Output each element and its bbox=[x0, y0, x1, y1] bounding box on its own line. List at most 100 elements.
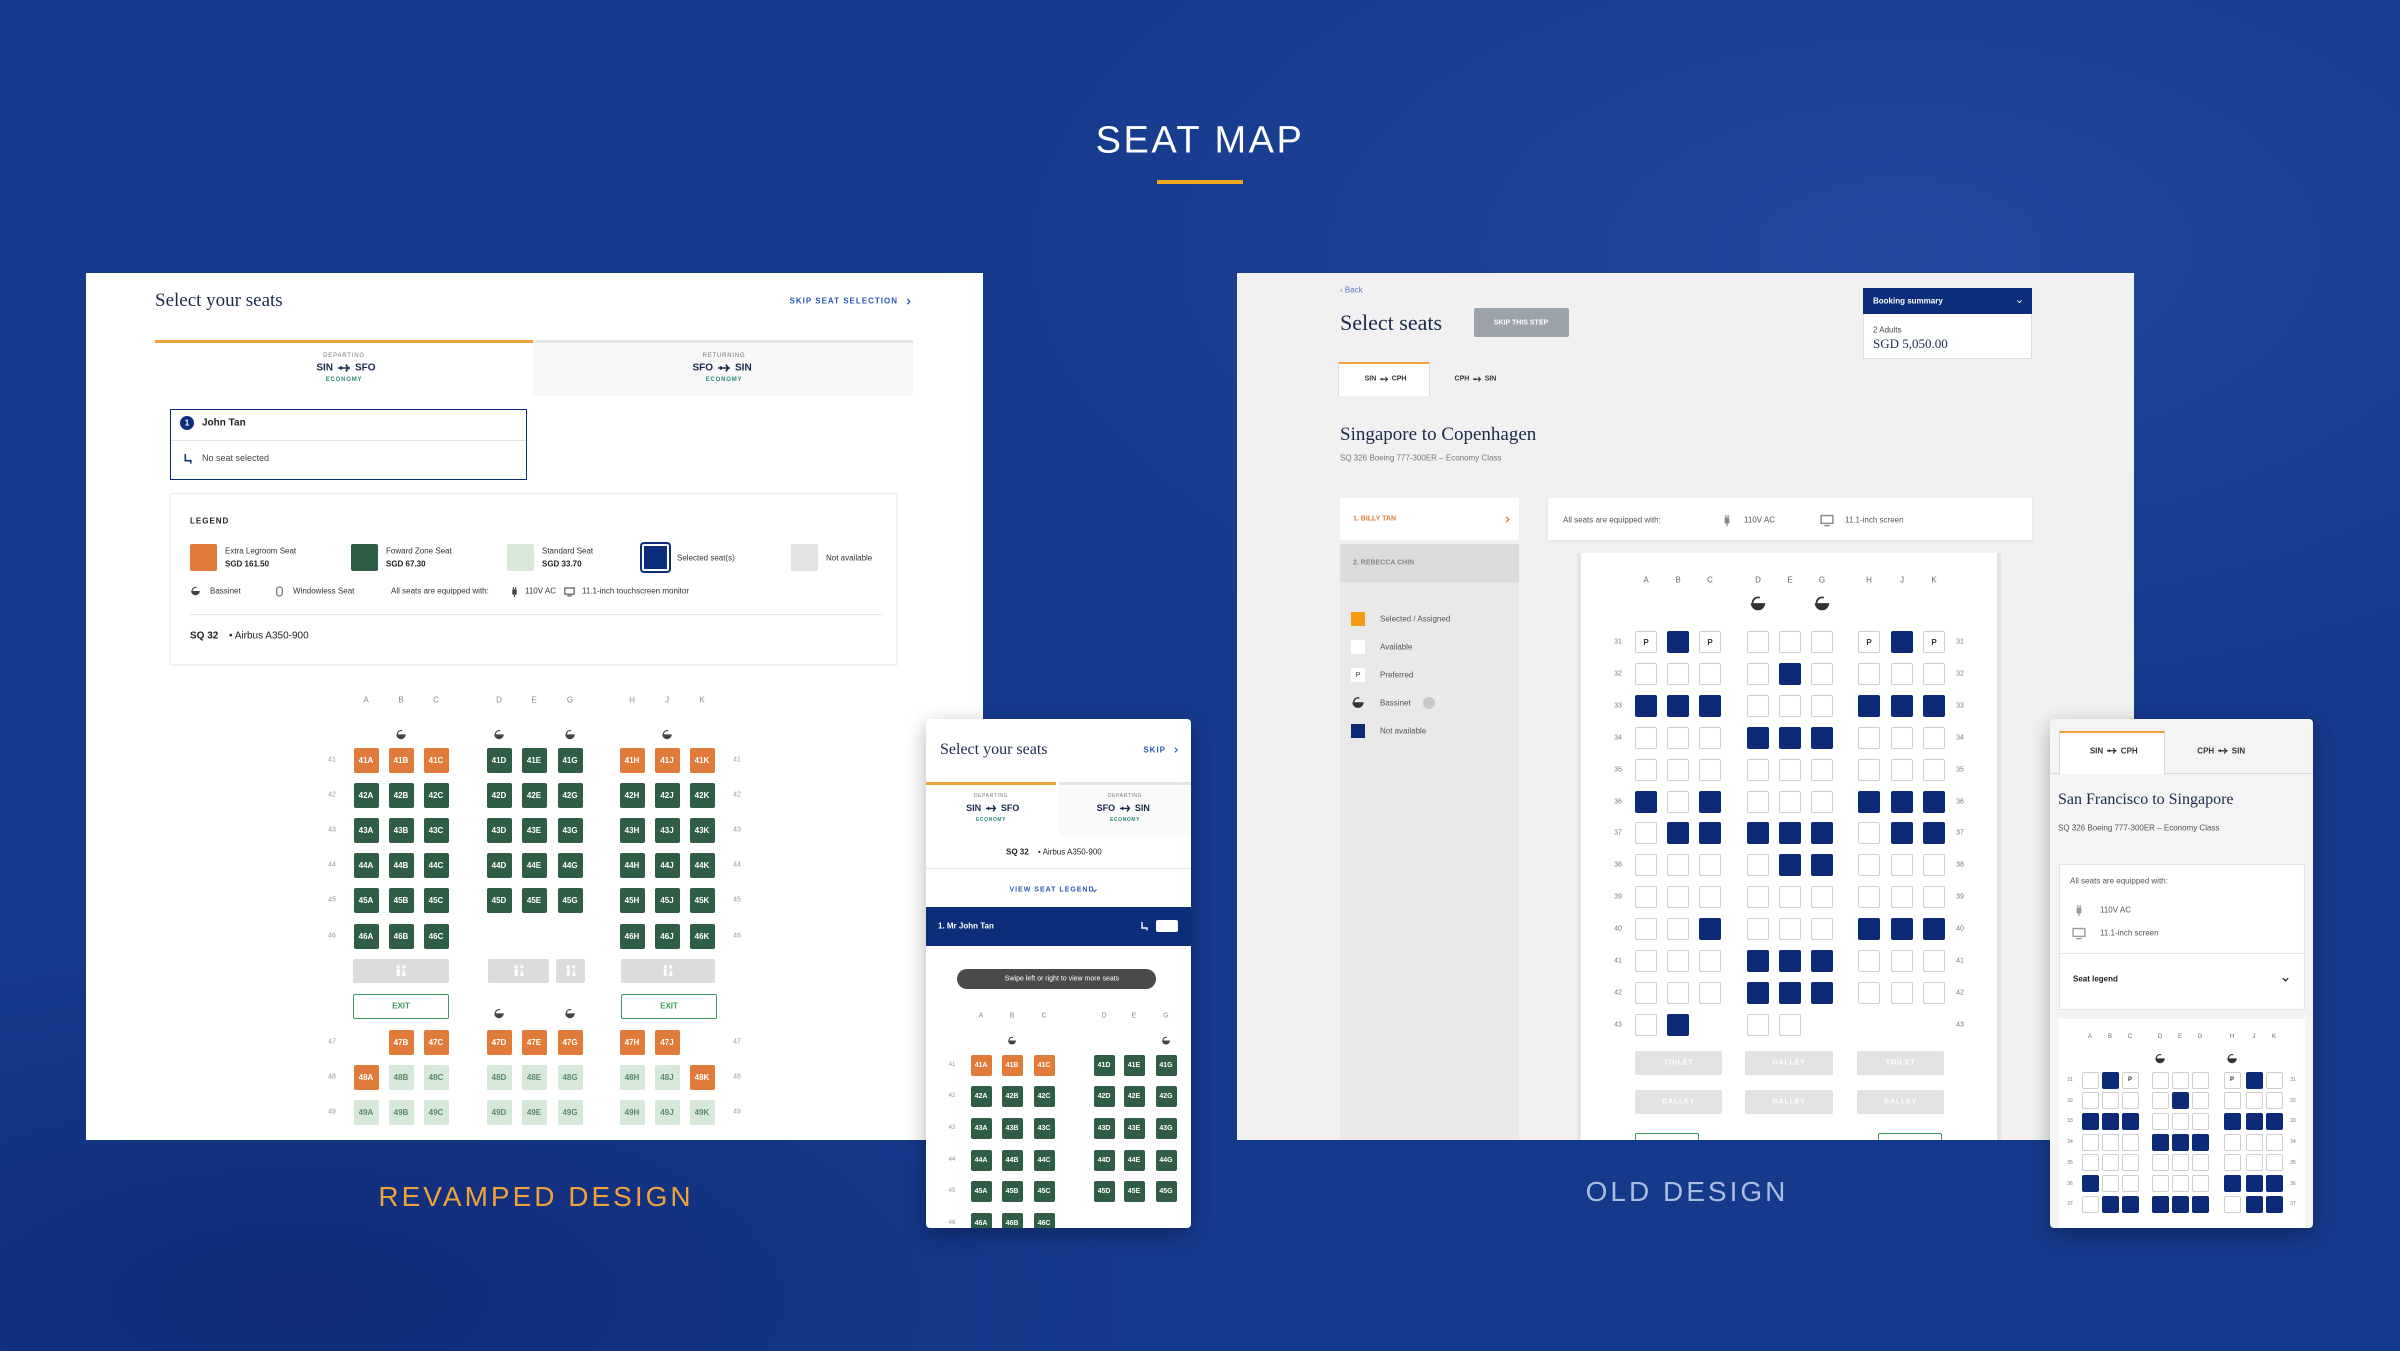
seat[interactable]: 43A bbox=[353, 817, 379, 843]
seat[interactable] bbox=[2171, 1133, 2189, 1151]
seat[interactable]: 43A bbox=[970, 1117, 992, 1139]
seat[interactable] bbox=[2081, 1071, 2099, 1089]
seat[interactable]: 41J bbox=[654, 747, 680, 773]
seat[interactable] bbox=[1635, 694, 1657, 717]
seat[interactable]: 48D bbox=[486, 1064, 512, 1090]
seat[interactable] bbox=[1811, 981, 1833, 1004]
seat[interactable]: 47H bbox=[619, 1029, 645, 1055]
seat[interactable] bbox=[1747, 726, 1769, 749]
seat[interactable] bbox=[1667, 726, 1689, 749]
seat[interactable]: 45C bbox=[423, 887, 449, 913]
seat[interactable]: 42A bbox=[970, 1085, 992, 1107]
seat[interactable] bbox=[2191, 1092, 2209, 1110]
seat[interactable] bbox=[1779, 631, 1801, 653]
seat[interactable] bbox=[2265, 1175, 2283, 1192]
seat[interactable]: 42C bbox=[423, 782, 449, 808]
seat[interactable] bbox=[2223, 1154, 2241, 1172]
seat[interactable]: 42E bbox=[1123, 1085, 1145, 1107]
seat[interactable]: 49A bbox=[353, 1099, 379, 1125]
seat[interactable] bbox=[1858, 854, 1880, 877]
seat[interactable]: 43D bbox=[1093, 1117, 1115, 1139]
seat[interactable] bbox=[1858, 950, 1880, 972]
seat[interactable]: 43G bbox=[1155, 1117, 1177, 1139]
seat[interactable]: 42J bbox=[654, 782, 680, 808]
summary-header[interactable] bbox=[1863, 288, 2032, 314]
seat[interactable] bbox=[1923, 854, 1945, 877]
seat[interactable]: 44A bbox=[353, 852, 379, 878]
seat[interactable]: 42A bbox=[353, 782, 379, 808]
seat[interactable] bbox=[1811, 790, 1833, 813]
seat[interactable]: 44K bbox=[689, 852, 715, 878]
seat[interactable]: 48B bbox=[388, 1064, 414, 1090]
seat[interactable] bbox=[1923, 950, 1945, 972]
seat[interactable] bbox=[2265, 1133, 2283, 1151]
seat[interactable] bbox=[1699, 950, 1721, 972]
seat[interactable] bbox=[1811, 726, 1833, 749]
seat[interactable] bbox=[1635, 950, 1657, 972]
seat[interactable]: 41G bbox=[1155, 1054, 1177, 1076]
seat[interactable]: 45K bbox=[689, 887, 715, 913]
seat[interactable] bbox=[2191, 1175, 2209, 1192]
seat[interactable] bbox=[1747, 662, 1769, 685]
seat[interactable]: 49E bbox=[521, 1099, 547, 1125]
seat[interactable] bbox=[1811, 918, 1833, 941]
seat[interactable]: 49K bbox=[689, 1099, 715, 1125]
seat[interactable] bbox=[1891, 694, 1913, 717]
tab-active[interactable] bbox=[926, 782, 1056, 837]
seat[interactable]: 49J bbox=[654, 1099, 680, 1125]
seat[interactable]: 45E bbox=[521, 887, 547, 913]
seat[interactable]: 43E bbox=[1123, 1117, 1145, 1139]
seat[interactable]: 41H bbox=[619, 747, 645, 773]
seat[interactable] bbox=[1747, 854, 1769, 877]
seat[interactable]: 44J bbox=[654, 852, 680, 878]
seat[interactable] bbox=[1779, 726, 1801, 749]
seat[interactable]: 41B bbox=[388, 747, 414, 773]
seat[interactable] bbox=[1747, 950, 1769, 972]
back-link[interactable]: ‹ Back bbox=[1340, 285, 1363, 295]
seat[interactable]: 47J bbox=[654, 1029, 680, 1055]
seat[interactable]: 41E bbox=[1123, 1054, 1145, 1076]
seat[interactable] bbox=[1779, 886, 1801, 909]
seat[interactable]: 45J bbox=[654, 887, 680, 913]
seat[interactable] bbox=[1635, 726, 1657, 749]
skip-button[interactable] bbox=[1474, 308, 1569, 337]
seat[interactable] bbox=[1923, 822, 1945, 845]
seat[interactable]: 44E bbox=[521, 852, 547, 878]
seat[interactable] bbox=[1858, 918, 1880, 941]
seat[interactable]: 48C bbox=[423, 1064, 449, 1090]
seat[interactable]: P bbox=[1923, 631, 1945, 653]
seat[interactable] bbox=[2223, 1133, 2241, 1151]
seat[interactable] bbox=[1667, 981, 1689, 1004]
seat[interactable] bbox=[1891, 662, 1913, 685]
seat[interactable]: 44E bbox=[1123, 1149, 1145, 1171]
seat[interactable] bbox=[2245, 1071, 2263, 1089]
seat[interactable]: 43J bbox=[654, 817, 680, 843]
seat[interactable] bbox=[2171, 1092, 2189, 1110]
seat[interactable]: 44B bbox=[388, 852, 414, 878]
seat[interactable] bbox=[1699, 822, 1721, 845]
seat[interactable] bbox=[2151, 1195, 2169, 1213]
seat[interactable] bbox=[2101, 1071, 2119, 1089]
seat[interactable] bbox=[2101, 1112, 2119, 1130]
seat[interactable] bbox=[1779, 918, 1801, 941]
seat[interactable] bbox=[2081, 1112, 2099, 1130]
seat[interactable] bbox=[2171, 1112, 2189, 1130]
seat[interactable] bbox=[1779, 981, 1801, 1004]
seat[interactable] bbox=[2245, 1092, 2263, 1110]
seat[interactable] bbox=[1699, 854, 1721, 877]
seat[interactable] bbox=[1699, 726, 1721, 749]
seat[interactable] bbox=[1699, 694, 1721, 717]
seat[interactable] bbox=[1699, 790, 1721, 813]
seat[interactable]: 44D bbox=[1093, 1149, 1115, 1171]
seat[interactable] bbox=[2223, 1195, 2241, 1213]
seat[interactable]: 46K bbox=[689, 923, 715, 949]
seat[interactable] bbox=[2191, 1154, 2209, 1172]
seat[interactable] bbox=[1811, 758, 1833, 781]
seat[interactable] bbox=[2223, 1175, 2241, 1192]
passenger-card[interactable] bbox=[170, 409, 527, 480]
seat[interactable]: 47G bbox=[557, 1029, 583, 1055]
seat[interactable]: 43G bbox=[557, 817, 583, 843]
seat[interactable] bbox=[1699, 918, 1721, 941]
seat[interactable] bbox=[2081, 1092, 2099, 1110]
seat[interactable]: 44H bbox=[619, 852, 645, 878]
